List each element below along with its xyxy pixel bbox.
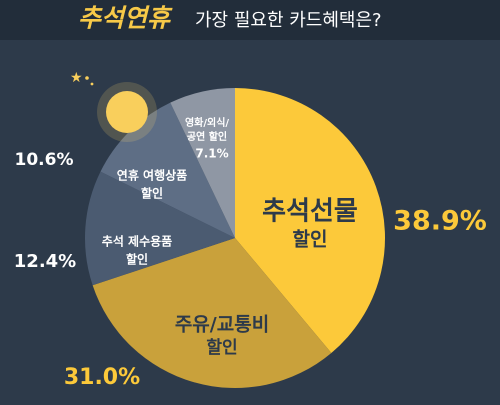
pie-slice xyxy=(100,102,235,239)
pie-slice xyxy=(92,238,332,388)
slice-label: 연휴 여행상품 xyxy=(117,168,187,183)
title-bar xyxy=(0,0,500,40)
slice-label: 할인 xyxy=(126,252,148,267)
pie-slice xyxy=(235,88,386,353)
value-label: 10.6% xyxy=(15,150,74,170)
value-label: 31.0% xyxy=(64,365,140,390)
pie-slice xyxy=(85,171,235,286)
slice-label: 할인 xyxy=(206,338,237,358)
slice-label: 할인 xyxy=(293,228,328,251)
value-label: 38.9% xyxy=(393,206,487,237)
value-label: 7.1% xyxy=(195,147,228,161)
star xyxy=(90,82,94,86)
moon xyxy=(106,91,148,133)
title-highlight: 추석연휴 xyxy=(78,4,173,33)
star: ★ xyxy=(70,70,83,86)
pie-slice xyxy=(170,88,235,238)
star xyxy=(85,76,89,80)
slice-label: 할인 xyxy=(141,186,163,201)
value-label: 12.4% xyxy=(14,251,76,272)
slice-label: 추석선물 xyxy=(262,197,358,227)
slice-label: 공연 할인 xyxy=(187,130,227,143)
title: 가장 필요한 카드혜택은? xyxy=(195,10,382,31)
slice-label: 추석 제수용품 xyxy=(102,234,172,249)
pie xyxy=(85,88,386,388)
slice-label: 영화/외식/ xyxy=(185,116,229,129)
slice-label: 주유/교통비 xyxy=(175,314,269,336)
